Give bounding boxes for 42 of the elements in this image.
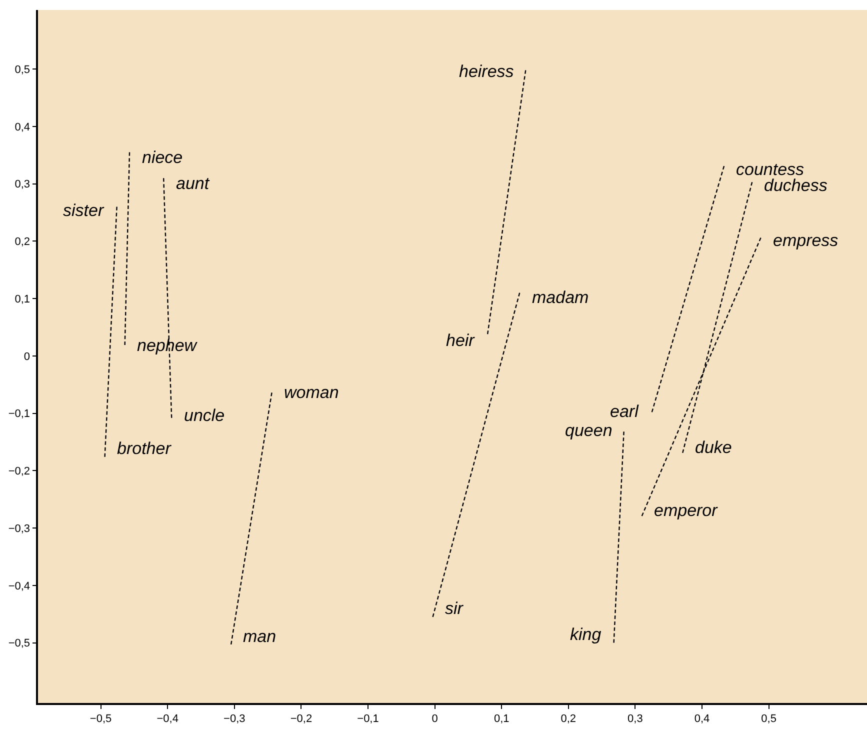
y-tick-label: −0,3: [8, 522, 30, 535]
y-tick-label: 0: [24, 350, 30, 363]
x-tick-label: 0,4: [694, 712, 710, 725]
y-tick-label: 0,1: [14, 293, 30, 306]
y-tick-label: −0,1: [8, 408, 30, 420]
annotation: woman: [284, 383, 339, 402]
y-tick-label: −0,4: [8, 580, 30, 592]
x-tick-label: 0,2: [560, 712, 576, 725]
x-tick-label: −0,1: [357, 712, 379, 725]
annotation: duchess: [764, 176, 828, 195]
x-tick-label: −0,4: [156, 712, 178, 725]
annotation: countess: [736, 160, 805, 179]
x-tick-label: −0,2: [290, 712, 312, 725]
y-tick-label: 0,5: [14, 64, 30, 76]
annotation: queen: [565, 421, 612, 440]
x-tick-label: 0: [432, 712, 438, 725]
y-tick-label: 0,2: [14, 236, 30, 248]
annotation: sister: [63, 201, 105, 220]
x-tick-label: 0,3: [628, 712, 643, 725]
y-tick-label: 0,4: [14, 121, 30, 134]
annotation: niece: [142, 148, 183, 167]
annotation: brother: [117, 439, 172, 458]
y-tick-label: −0,5: [8, 638, 30, 650]
x-tick-label: −0,3: [224, 712, 246, 725]
x-tick-label: −0,5: [90, 712, 112, 725]
annotation: emperor: [654, 501, 719, 520]
annotation: nephew: [137, 336, 198, 355]
annotation: empress: [773, 231, 839, 250]
x-tick-label: 0,5: [761, 712, 776, 725]
annotation: earl: [610, 402, 640, 421]
annotation: aunt: [176, 174, 210, 193]
annotation: madam: [532, 288, 589, 307]
annotation: uncle: [184, 406, 225, 425]
y-tick-label: −0,2: [8, 466, 30, 478]
annotation: king: [570, 625, 602, 644]
x-tick-label: 0,1: [494, 712, 510, 725]
annotation: duke: [695, 438, 732, 457]
annotation: man: [243, 627, 276, 646]
annotation: heir: [446, 331, 476, 350]
annotation: sir: [445, 599, 464, 618]
y-tick-label: 0,3: [14, 178, 30, 191]
annotation: heiress: [459, 62, 514, 81]
